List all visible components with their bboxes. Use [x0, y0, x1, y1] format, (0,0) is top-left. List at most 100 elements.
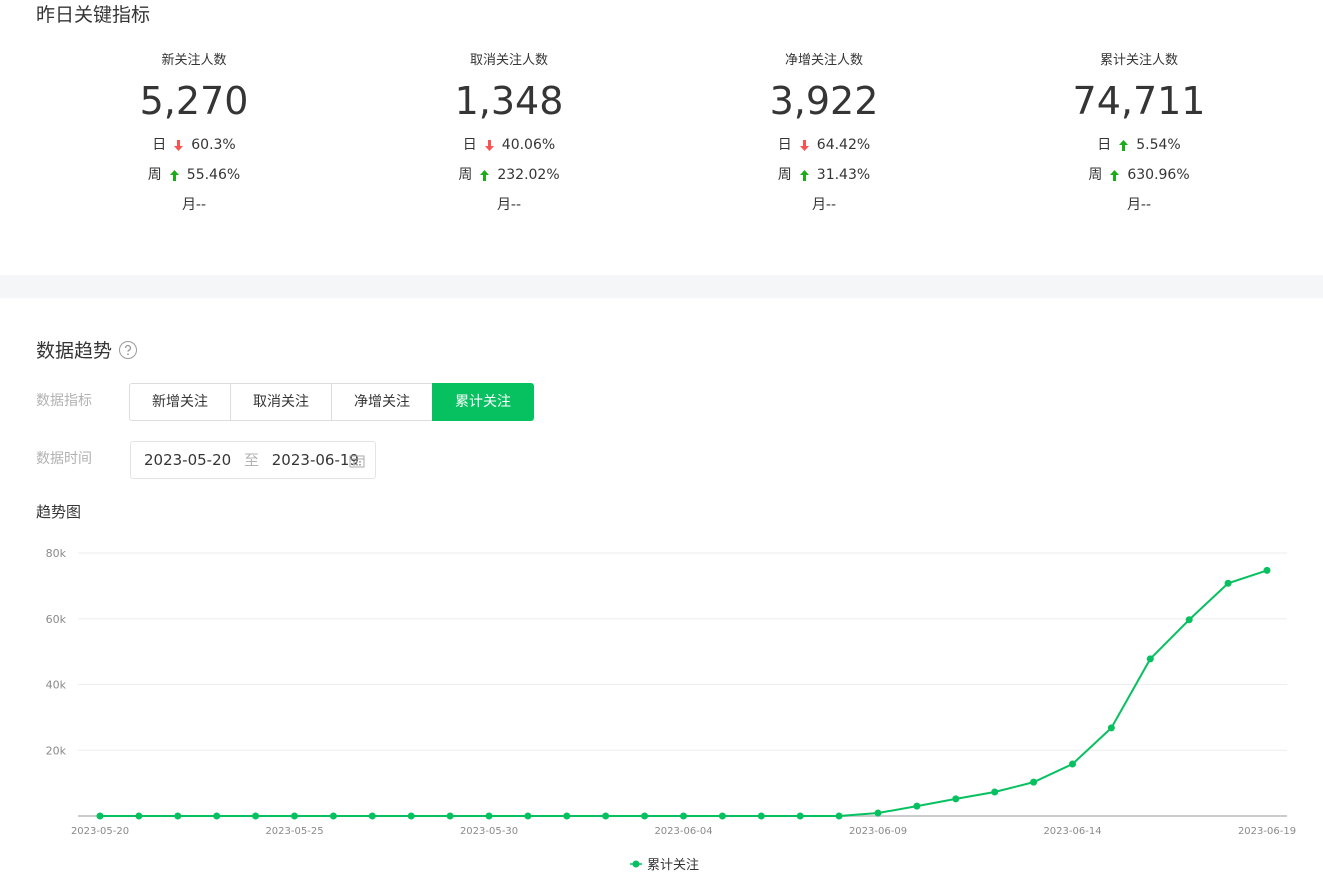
- metric-card: 累计关注人数 74,711 日 5.54% 周 630.96% 月--: [1019, 50, 1259, 220]
- month-change: 月--: [181, 197, 207, 213]
- change-period: 日: [777, 137, 792, 153]
- tab[interactable]: 累计关注: [432, 383, 534, 421]
- x-tick-label: 2023-05-20: [71, 826, 129, 837]
- data-point: [757, 812, 765, 820]
- tab[interactable]: 取消关注: [230, 383, 332, 421]
- change-row: 日 60.3%: [74, 130, 314, 160]
- metric-card: 新关注人数 5,270 日 60.3% 周 55.46% 月--: [74, 50, 314, 220]
- month-change: 月--: [811, 197, 837, 213]
- data-point: [174, 812, 182, 820]
- x-tick-label: 2023-06-04: [654, 826, 712, 837]
- trend-arrow: [484, 139, 494, 151]
- field-label: 数据时间: [36, 451, 92, 467]
- metric-label: 新关注人数: [161, 53, 227, 68]
- date-range-picker[interactable]: 2023-05-20 至 2023-06-19: [130, 441, 376, 479]
- y-tick-label: 60k: [46, 613, 67, 626]
- legend-label: 累计关注: [647, 858, 699, 873]
- section-title: 数据趋势: [36, 336, 138, 363]
- arrow-shape: [480, 169, 490, 181]
- change-row: 周 630.96%: [1019, 160, 1259, 190]
- trend-arrow: [799, 139, 809, 151]
- data-point: [680, 812, 687, 820]
- data-point: [602, 812, 610, 820]
- data-point: [135, 812, 143, 820]
- change-row: 周 31.43%: [704, 160, 944, 190]
- change-period: 周: [1088, 167, 1103, 183]
- metric-label: 取消关注人数: [469, 53, 548, 68]
- tab[interactable]: 新增关注: [129, 383, 231, 421]
- data-point: [991, 788, 999, 796]
- calendar-icon: [349, 455, 365, 468]
- date-end: 2023-06-19: [271, 451, 359, 469]
- trend-title: 数据趋势: [36, 340, 113, 362]
- arrow-shape: [799, 139, 809, 151]
- data-point: [524, 812, 532, 820]
- data-point: [291, 812, 298, 820]
- trend-arrow: [1110, 169, 1120, 181]
- change-value: 5.54%: [1136, 137, 1181, 153]
- data-point: [1107, 724, 1115, 732]
- data-point: [1030, 778, 1038, 786]
- series-line: [100, 569, 1268, 817]
- trend-arrow: [799, 169, 809, 181]
- x-tick-label: 2023-06-09: [849, 826, 907, 837]
- change-period: 日: [1097, 137, 1112, 153]
- change-row: 周 55.46%: [74, 160, 314, 190]
- data-point: [796, 812, 804, 820]
- x-tick-label: 2023-05-30: [460, 826, 518, 837]
- metric-value: 3,922: [769, 79, 879, 123]
- data-point: [718, 812, 726, 820]
- change-value: 31.43%: [816, 167, 871, 183]
- y-tick-label: 20k: [46, 744, 67, 757]
- change-value: 64.42%: [816, 137, 871, 153]
- trend-arrow: [174, 139, 184, 151]
- change-value: 60.3%: [191, 137, 236, 153]
- data-point: [563, 812, 571, 820]
- legend-marker: [632, 860, 640, 868]
- change-period: 周: [147, 167, 162, 183]
- arrow-shape: [1110, 169, 1120, 181]
- trend-arrow: [1119, 139, 1129, 151]
- y-tick-label: 40k: [46, 679, 67, 692]
- trend-arrow: [480, 169, 490, 181]
- change-period: 日: [152, 137, 167, 153]
- change-value: 55.46%: [186, 167, 241, 183]
- trend-arrow: [169, 169, 179, 181]
- arrow-shape: [484, 139, 494, 151]
- data-point: [952, 795, 960, 803]
- arrow-shape: [799, 169, 809, 181]
- change-row: 日 40.06%: [389, 130, 629, 160]
- tab-group: 新增关注 取消关注 净增关注 累计关注: [129, 383, 534, 421]
- arrow-shape: [174, 139, 184, 151]
- metric-card: 净增关注人数 3,922 日 64.42% 周 31.43% 月--: [704, 50, 944, 220]
- metric-value: 5,270: [139, 79, 249, 123]
- data-point: [1263, 566, 1271, 574]
- section-title: 昨日关键指标: [36, 4, 151, 26]
- data-point: [874, 809, 882, 817]
- data-point: [1224, 579, 1232, 587]
- help-icon[interactable]: [118, 340, 138, 360]
- month-change: 月--: [496, 197, 522, 213]
- tab[interactable]: 净增关注: [331, 383, 433, 421]
- x-tick-label: 2023-06-14: [1043, 826, 1101, 837]
- metric-label: 净增关注人数: [784, 53, 863, 68]
- x-tick-label: 2023-05-25: [265, 826, 323, 837]
- data-point: [913, 802, 921, 810]
- date-start: 2023-05-20: [144, 451, 232, 469]
- metric-value: 74,711: [1072, 79, 1206, 123]
- change-row: 周 232.02%: [389, 160, 629, 190]
- data-point: [213, 812, 221, 820]
- field-label: 数据指标: [36, 393, 92, 409]
- metric-label: 累计关注人数: [1099, 53, 1178, 68]
- chart: 20k 40k 60k 80k 2023-05-20 2023-05-25 2023-05-…: [46, 547, 1296, 873]
- change-period: 日: [462, 137, 477, 153]
- change-row: 日 64.42%: [704, 130, 944, 160]
- change-value: 232.02%: [497, 167, 560, 183]
- arrow-shape: [169, 169, 179, 181]
- change-row: 日 5.54%: [1019, 130, 1259, 160]
- data-point: [446, 812, 454, 820]
- change-value: 40.06%: [501, 137, 556, 153]
- metric-value: 1,348: [454, 79, 564, 123]
- data-point: [252, 812, 260, 820]
